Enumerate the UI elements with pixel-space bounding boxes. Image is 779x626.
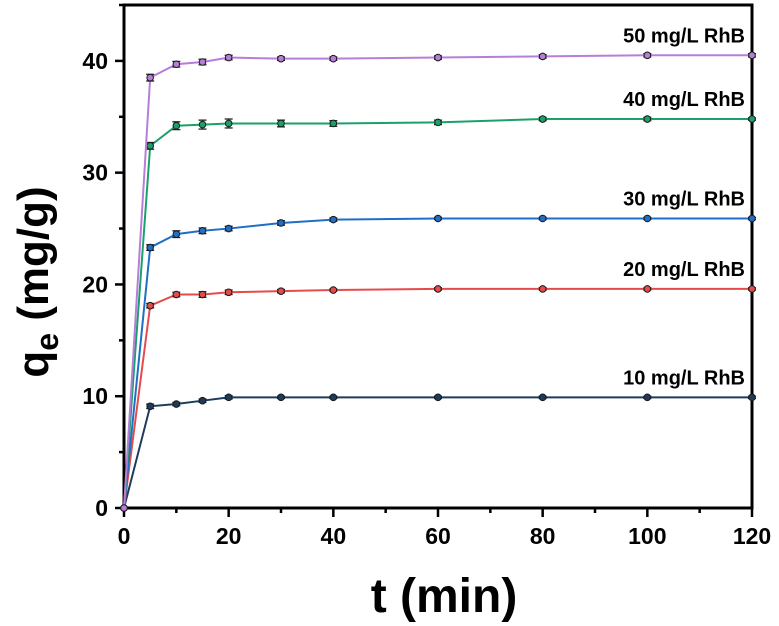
- y-axis-title-main: q: [9, 351, 58, 378]
- y-tick-label: 20: [82, 271, 108, 297]
- data-point: [434, 285, 442, 293]
- data-point: [172, 230, 181, 238]
- data-point: [748, 115, 756, 123]
- series-label: 50 mg/L RhB: [623, 25, 745, 47]
- series-1: [120, 393, 756, 512]
- x-tick-label: 100: [628, 523, 666, 549]
- data-point: [643, 51, 652, 60]
- x-tick-label: 120: [733, 523, 771, 549]
- data-point: [224, 224, 233, 233]
- x-axis-title: t (min): [371, 570, 518, 623]
- data-point: [172, 60, 181, 69]
- y-tick-label: 0: [95, 495, 108, 521]
- data-point: [277, 119, 285, 128]
- data-point: [538, 115, 547, 123]
- data-point: [198, 290, 207, 299]
- data-point: [329, 119, 338, 128]
- data-point: [224, 53, 233, 62]
- y-tick-label: 10: [82, 383, 108, 409]
- data-point: [643, 393, 652, 402]
- series-label: 20 mg/L RhB: [623, 259, 745, 281]
- data-point: [172, 400, 181, 408]
- data-point: [146, 73, 154, 82]
- data-point: [434, 53, 442, 62]
- data-point: [643, 285, 652, 293]
- data-point: [277, 393, 285, 402]
- data-point: [146, 301, 154, 310]
- x-tick-label: 60: [425, 523, 451, 549]
- x-tick-label: 0: [118, 523, 131, 549]
- y-axis-title-unit: (mg/g): [9, 186, 58, 333]
- series-line: [123, 118, 752, 509]
- data-point: [277, 287, 285, 295]
- data-point: [277, 219, 285, 227]
- data-point: [434, 214, 442, 223]
- data-point: [538, 393, 547, 402]
- data-point: [748, 51, 756, 60]
- series-2: [120, 285, 756, 512]
- data-point: [224, 393, 233, 402]
- series-5: [120, 51, 756, 512]
- data-point: [198, 120, 207, 129]
- x-tick-label: 20: [216, 523, 242, 549]
- series-line: [123, 396, 752, 509]
- series-label: 30 mg/L RhB: [623, 188, 745, 210]
- data-point: [434, 393, 442, 402]
- data-point: [146, 142, 154, 150]
- x-tick-label: 40: [321, 523, 347, 549]
- data-point: [538, 52, 547, 61]
- y-axis: 0 10 20 30 40: [82, 3, 124, 521]
- x-axis: 0 20 40 60 80 100 120: [118, 508, 771, 549]
- series-labels: 10 mg/L RhB 20 mg/L RhB 30 mg/L RhB 40 mg/L…: [623, 25, 745, 389]
- data-point: [538, 214, 547, 223]
- data-point: [329, 393, 338, 402]
- series-label: 10 mg/L RhB: [623, 367, 745, 389]
- data-point: [329, 286, 338, 294]
- plot-frame: [122, 3, 754, 510]
- data-point: [748, 393, 756, 402]
- data-point: [748, 285, 756, 293]
- x-tick-label: 80: [530, 523, 556, 549]
- y-tick-label: 40: [82, 48, 108, 74]
- data-point: [329, 215, 338, 224]
- data-point: [224, 119, 233, 128]
- data-point: [198, 226, 207, 235]
- data-point: [434, 118, 442, 127]
- data-point: [329, 54, 338, 63]
- data-point: [172, 121, 181, 130]
- data-point: [172, 290, 181, 299]
- series-group: [120, 51, 756, 512]
- data-point: [120, 504, 128, 512]
- data-point: [146, 402, 154, 411]
- data-point: [643, 214, 652, 223]
- y-tick-label: 30: [82, 160, 108, 186]
- data-point: [146, 243, 154, 252]
- data-point: [198, 58, 207, 66]
- y-axis-title: qe (mg/g): [9, 186, 65, 377]
- data-point: [277, 54, 285, 63]
- data-point: [538, 285, 547, 293]
- data-point: [643, 115, 652, 123]
- data-point: [224, 288, 233, 297]
- series-4: [120, 115, 756, 512]
- y-axis-title-subscript: e: [29, 333, 65, 351]
- series-label: 40 mg/L RhB: [623, 89, 745, 111]
- plot-border: [122, 3, 754, 510]
- data-point: [198, 396, 207, 405]
- data-point: [748, 214, 756, 223]
